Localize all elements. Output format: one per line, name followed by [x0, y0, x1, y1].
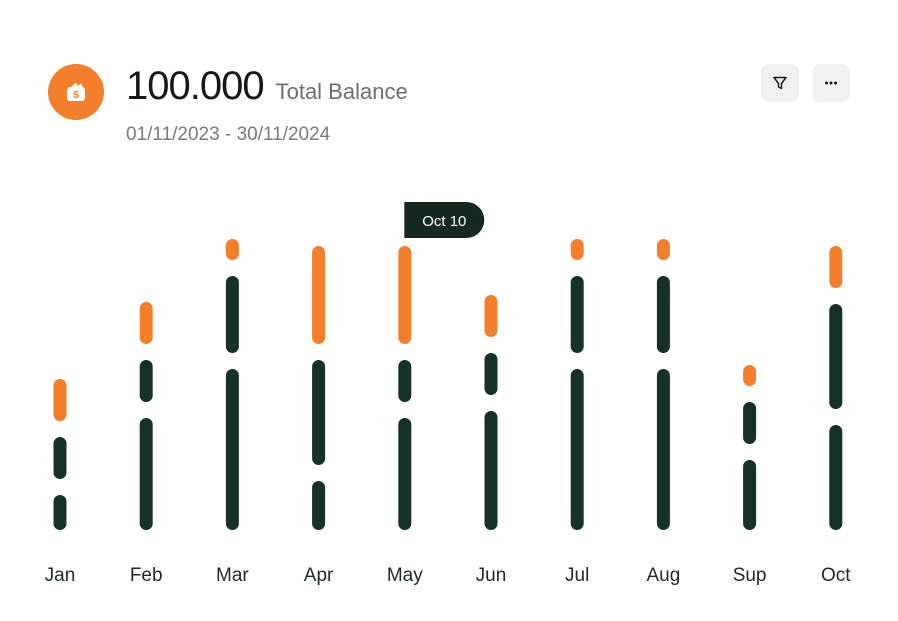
- bar-segment-jul-1[interactable]: [570, 369, 584, 530]
- bar-segment-feb-1[interactable]: [139, 418, 153, 530]
- balance-label: Total Balance: [275, 79, 408, 104]
- bar-segment-aug-3[interactable]: [656, 239, 670, 260]
- balance-value: 100.000: [126, 64, 265, 108]
- x-axis-labels: Jan Feb Mar Apr May Jun Jul Aug Sup Oct: [45, 565, 852, 586]
- tooltip-bubble: [404, 202, 485, 238]
- bar-segment-jul-3[interactable]: [570, 239, 584, 260]
- bar-segment-feb-2[interactable]: [139, 360, 153, 402]
- bar-segment-mar-1[interactable]: [225, 369, 239, 530]
- x-tick-label: Jun: [476, 565, 507, 586]
- wallet-dollar-icon: $: [48, 64, 104, 120]
- bar-segment-jan-3[interactable]: [53, 379, 67, 421]
- tooltip-label: Oct 10: [422, 213, 466, 230]
- bar-segment-jan-2[interactable]: [53, 437, 67, 479]
- bar-segment-jun-3[interactable]: [484, 295, 498, 337]
- filter-button[interactable]: [761, 64, 799, 102]
- bar-segment-aug-2[interactable]: [656, 276, 670, 353]
- bar-segment-oct-2[interactable]: [829, 304, 843, 409]
- filter-icon: [773, 76, 787, 90]
- more-options-button[interactable]: [812, 64, 850, 102]
- bar-segment-may-3[interactable]: [398, 246, 412, 344]
- bar-segment-oct-1[interactable]: [829, 425, 843, 530]
- bar-segment-sup-2[interactable]: [743, 402, 757, 444]
- x-tick-label: Sup: [733, 565, 767, 586]
- bar-segment-may-1[interactable]: [398, 418, 412, 530]
- bar-segment-aug-1[interactable]: [656, 369, 670, 530]
- bar-segment-sup-3[interactable]: [743, 365, 757, 386]
- bars-layer: [53, 239, 843, 530]
- bar-segment-mar-2[interactable]: [225, 276, 239, 353]
- x-tick-label: Feb: [130, 565, 163, 586]
- bar-segment-sup-1[interactable]: [743, 460, 757, 530]
- bar-segment-may-2[interactable]: [398, 360, 412, 402]
- bar-segment-jun-1[interactable]: [484, 411, 498, 530]
- x-tick-label: Jul: [565, 565, 589, 586]
- x-tick-label: Apr: [304, 565, 334, 586]
- bar-segment-oct-3[interactable]: [829, 246, 843, 288]
- bar-segment-jun-2[interactable]: [484, 353, 498, 395]
- date-range: 01/11/2023 - 30/11/2024: [126, 124, 331, 145]
- bar-segment-apr-2[interactable]: [312, 360, 326, 465]
- tooltip: Oct 10: [404, 202, 485, 238]
- x-tick-label: Aug: [646, 565, 680, 586]
- bar-segment-jul-2[interactable]: [570, 276, 584, 353]
- bar-segment-feb-3[interactable]: [139, 302, 153, 344]
- x-tick-label: May: [387, 565, 423, 586]
- balance-summary: 100.000 Total Balance: [126, 64, 408, 109]
- bar-segment-mar-3[interactable]: [225, 239, 239, 260]
- bar-segment-apr-3[interactable]: [312, 246, 326, 344]
- x-tick-label: Jan: [45, 565, 76, 586]
- more-horizontal-icon: [825, 81, 837, 85]
- x-tick-label: Oct: [821, 565, 851, 586]
- svg-text:$: $: [73, 90, 79, 101]
- bar-segment-jan-1[interactable]: [53, 495, 67, 530]
- x-tick-label: Mar: [216, 565, 249, 586]
- bar-segment-apr-1[interactable]: [312, 481, 326, 530]
